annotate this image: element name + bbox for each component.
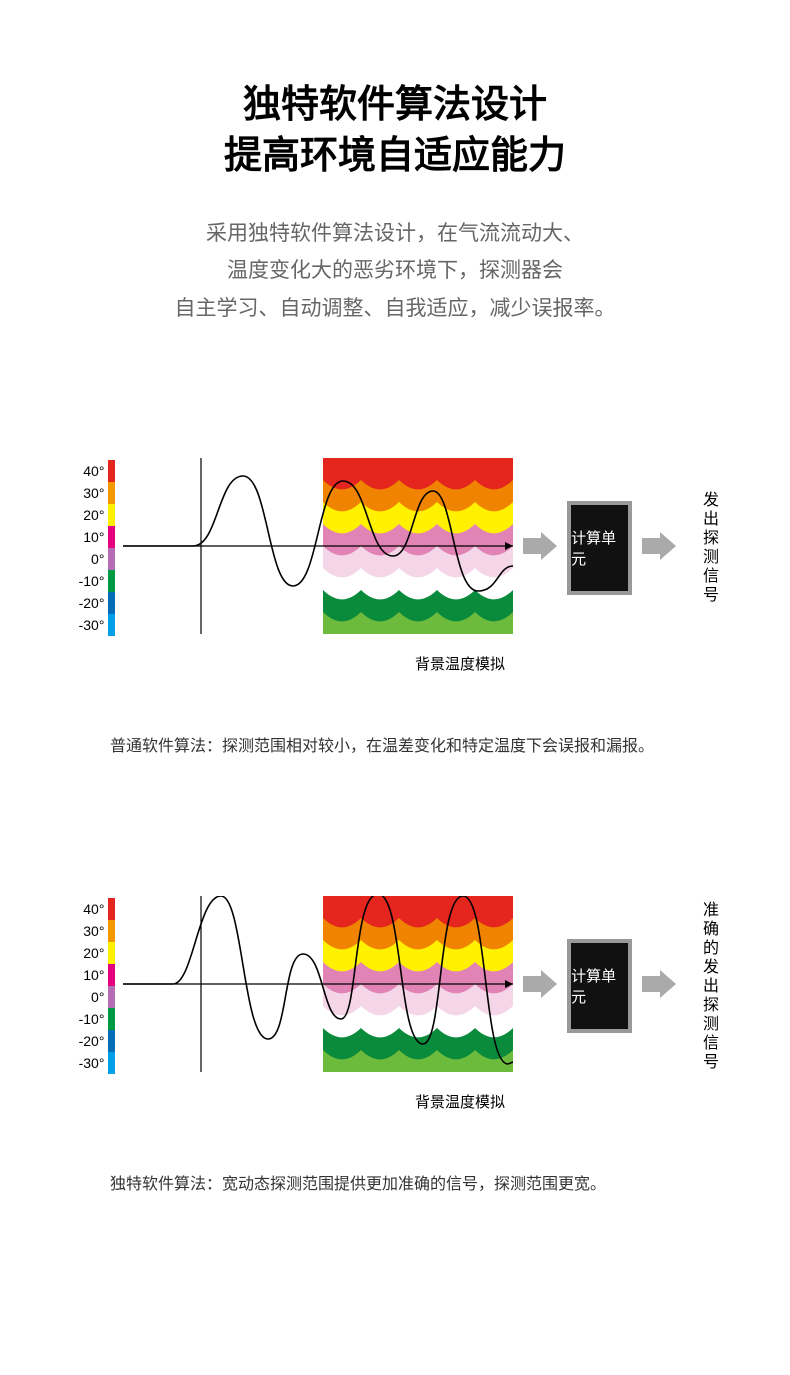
output-label: 准确的发出探测信号 — [696, 901, 720, 1072]
temp-scale-colorbar — [108, 898, 115, 1074]
page-title: 独特软件算法设计 提高环境自适应能力 — [0, 80, 790, 183]
diagram-2: 40°30°20°10°0°-10°-20°-30° 计算单元 准确的发出探测信… — [0, 896, 790, 1194]
title-line1: 独特软件算法设计 — [243, 84, 547, 126]
desc-line1: 采用独特软件算法设计，在气流流动大、 — [206, 222, 584, 245]
diagram-caption: 独特软件算法：宽动态探测范围提供更加准确的信号，探测范围更宽。 — [70, 1170, 720, 1194]
desc-line3: 自主学习、自动调整、自我适应，减少误报率。 — [175, 297, 616, 320]
output-label: 发出探测信号 — [696, 491, 720, 605]
desc-line2: 温度变化大的恶劣环境下，探测器会 — [227, 259, 563, 282]
arrow-icon — [523, 532, 557, 565]
wave-chart — [123, 896, 513, 1077]
heat-caption: 背景温度模拟 — [200, 653, 720, 674]
wave-chart — [123, 458, 513, 639]
diagram-1: 40°30°20°10°0°-10°-20°-30° 计算单元 发出探测信号 背… — [0, 458, 790, 756]
arrow-icon — [642, 532, 676, 565]
page-description: 采用独特软件算法设计，在气流流动大、 温度变化大的恶劣环境下，探测器会 自主学习… — [0, 215, 790, 328]
arrow-icon — [642, 970, 676, 1003]
temp-scale-colorbar — [108, 460, 115, 636]
temp-scale-labels: 40°30°20°10°0°-10°-20°-30° — [70, 898, 104, 1074]
diagram-caption: 普通软件算法：探测范围相对较小，在温差变化和特定温度下会误报和漏报。 — [70, 732, 720, 756]
cpu-label: 计算单元 — [571, 965, 628, 1007]
cpu-unit: 计算单元 — [567, 939, 632, 1033]
cpu-unit: 计算单元 — [567, 501, 632, 595]
heat-caption: 背景温度模拟 — [200, 1091, 720, 1112]
arrow-icon — [523, 970, 557, 1003]
temp-scale-labels: 40°30°20°10°0°-10°-20°-30° — [70, 460, 104, 636]
cpu-label: 计算单元 — [571, 527, 628, 569]
title-line2: 提高环境自适应能力 — [224, 135, 566, 177]
